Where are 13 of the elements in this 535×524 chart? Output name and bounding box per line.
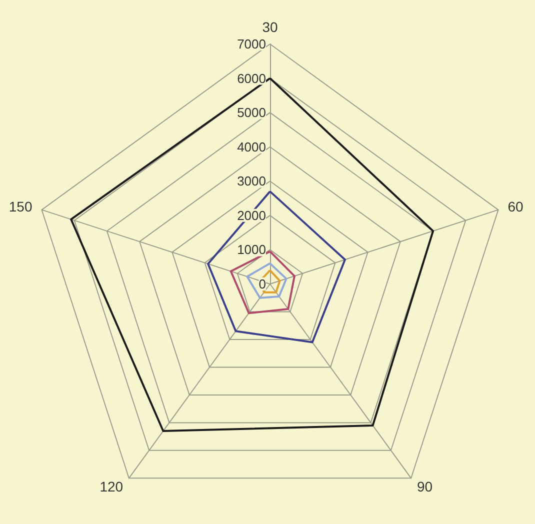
spoke-label: 60 <box>508 198 524 215</box>
y-tick-label: 7000 <box>237 36 266 52</box>
spoke-label: 30 <box>262 19 278 35</box>
y-tick-label: 3000 <box>237 174 266 189</box>
y-tick-label: 0 <box>258 276 266 292</box>
y-tick-label: 2000 <box>237 208 266 223</box>
y-tick-label: 1000 <box>237 242 266 258</box>
spoke-label: 120 <box>100 478 124 494</box>
y-tick-label: 4000 <box>237 139 266 154</box>
y-tick-label: 6000 <box>237 70 266 86</box>
spoke-label: 150 <box>8 198 32 215</box>
spoke-label: 90 <box>416 478 433 494</box>
y-tick-label: 5000 <box>237 105 266 120</box>
